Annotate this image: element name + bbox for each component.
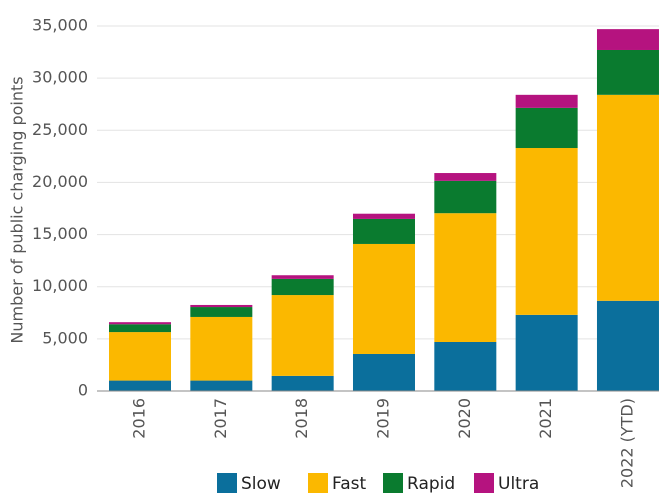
legend-label: Fast: [332, 474, 366, 494]
bar-segment: [271, 375, 334, 391]
bar-segment: [109, 324, 171, 333]
bar-segment: [596, 29, 659, 50]
legend-swatch: [383, 473, 403, 493]
bar-segment: [271, 278, 334, 296]
bar-segment: [596, 94, 659, 301]
bar-segment: [271, 295, 334, 376]
bar-segment: [109, 380, 171, 391]
x-tick-label: 2021: [536, 398, 555, 439]
x-tick-label: 2018: [292, 398, 311, 439]
bar-segment: [515, 314, 578, 391]
bar-segment: [434, 341, 497, 391]
legend-swatch: [217, 473, 237, 493]
bar-segment: [190, 380, 253, 391]
bar-segment: [190, 307, 253, 317]
y-tick-label: 35,000: [32, 16, 88, 35]
bar-segment: [434, 173, 497, 181]
bar-segment: [352, 213, 415, 219]
bar-segment: [434, 180, 497, 214]
y-axis-label: Number of public charging points: [8, 76, 27, 343]
legend-label: Ultra: [498, 474, 539, 494]
bar-segment: [596, 300, 659, 391]
y-tick-label: 10,000: [32, 276, 88, 295]
x-tick-label: 2017: [211, 398, 230, 439]
y-tick-label: 5,000: [42, 328, 88, 347]
bar-segment: [515, 107, 578, 149]
bar-segment: [434, 213, 497, 342]
bar-segment: [352, 218, 415, 244]
legend-swatch: [308, 473, 328, 493]
x-tick-label: 2019: [373, 398, 392, 439]
bar-segment: [515, 148, 578, 315]
x-tick-label: 2020: [455, 398, 474, 439]
legend-label: Rapid: [407, 474, 455, 494]
bar-segment: [352, 243, 415, 354]
legend-label: Slow: [241, 474, 281, 494]
bar-segment: [109, 332, 171, 381]
y-tick-label: 0: [78, 381, 88, 400]
bar-segment: [596, 49, 659, 95]
y-tick-label: 25,000: [32, 120, 88, 139]
legend-swatch: [474, 473, 494, 493]
y-tick-label: 20,000: [32, 172, 88, 191]
bar-segment: [271, 275, 334, 279]
x-tick-label: 2016: [130, 398, 149, 439]
bar-segment: [190, 316, 253, 381]
y-tick-label: 30,000: [32, 68, 88, 87]
bar-segment: [352, 353, 415, 391]
bar-segment: [190, 304, 253, 308]
bar-segment: [109, 322, 171, 325]
bar-segment: [515, 94, 578, 108]
x-tick-label: 2022 (YTD): [617, 398, 636, 488]
y-tick-label: 15,000: [32, 224, 88, 243]
